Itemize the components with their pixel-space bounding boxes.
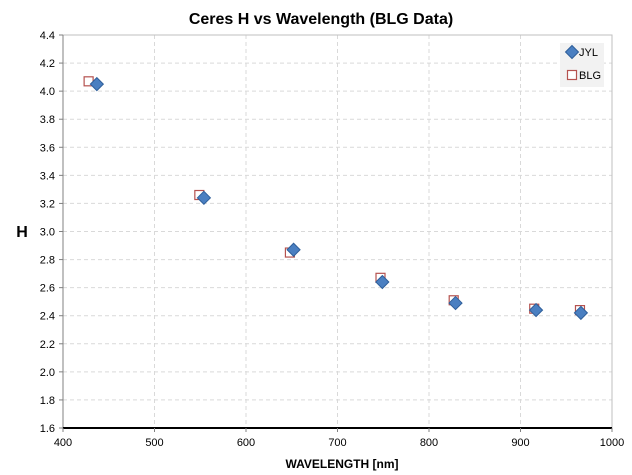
y-tick-label: 3.8 <box>40 114 55 126</box>
y-tick-label: 2.0 <box>40 367 55 379</box>
data-point-jyl <box>448 295 463 311</box>
y-tick-label: 3.4 <box>40 170 55 182</box>
y-tick-label: 4.2 <box>40 58 55 70</box>
y-tick-label: 4.0 <box>40 86 55 98</box>
data-point-jyl <box>196 190 212 206</box>
data-point-jyl <box>375 274 390 290</box>
x-axis-label: WAVELENGTH [nm] <box>285 457 398 471</box>
x-tick-label: 600 <box>237 437 255 449</box>
y-tick-label: 3.6 <box>40 142 55 154</box>
x-tick-label: 1000 <box>600 437 624 449</box>
y-tick-label: 2.4 <box>40 311 55 323</box>
legend-label: JYL <box>579 47 598 59</box>
y-axis-label: H <box>16 224 28 241</box>
x-tick-label: 500 <box>145 437 163 449</box>
data-point-jyl <box>286 242 301 257</box>
tick-labels: 400 500 600 700 800 900 1000 1.6 1.8 2.0 2.2 2.4 2.6… <box>40 30 625 449</box>
y-tick-label: 2.6 <box>40 283 55 295</box>
data-point-jyl <box>528 302 544 318</box>
y-tick-label: 1.6 <box>40 423 55 435</box>
data-point-jyl <box>573 305 589 321</box>
legend-label: BLG <box>579 70 601 82</box>
data-points <box>83 76 589 321</box>
x-tick-label: 900 <box>511 437 529 449</box>
chart-title: Ceres H vs Wavelength (BLG Data) <box>189 11 453 28</box>
x-tick-label: 400 <box>54 437 72 449</box>
x-tick-label: 800 <box>420 437 438 449</box>
data-point-jyl <box>89 76 105 92</box>
y-tick-label: 2.8 <box>40 255 55 267</box>
legend: JYL BLG <box>560 43 604 87</box>
legend-marker-blg <box>566 69 578 81</box>
y-tick-label: 3.0 <box>40 227 55 239</box>
y-tick-label: 2.2 <box>40 339 55 351</box>
y-tick-label: 4.4 <box>40 30 55 42</box>
x-tick-label: 700 <box>328 437 346 449</box>
legend-marker-jyl <box>564 44 580 60</box>
y-tick-label: 1.8 <box>40 395 55 407</box>
y-tick-label: 3.2 <box>40 198 55 210</box>
